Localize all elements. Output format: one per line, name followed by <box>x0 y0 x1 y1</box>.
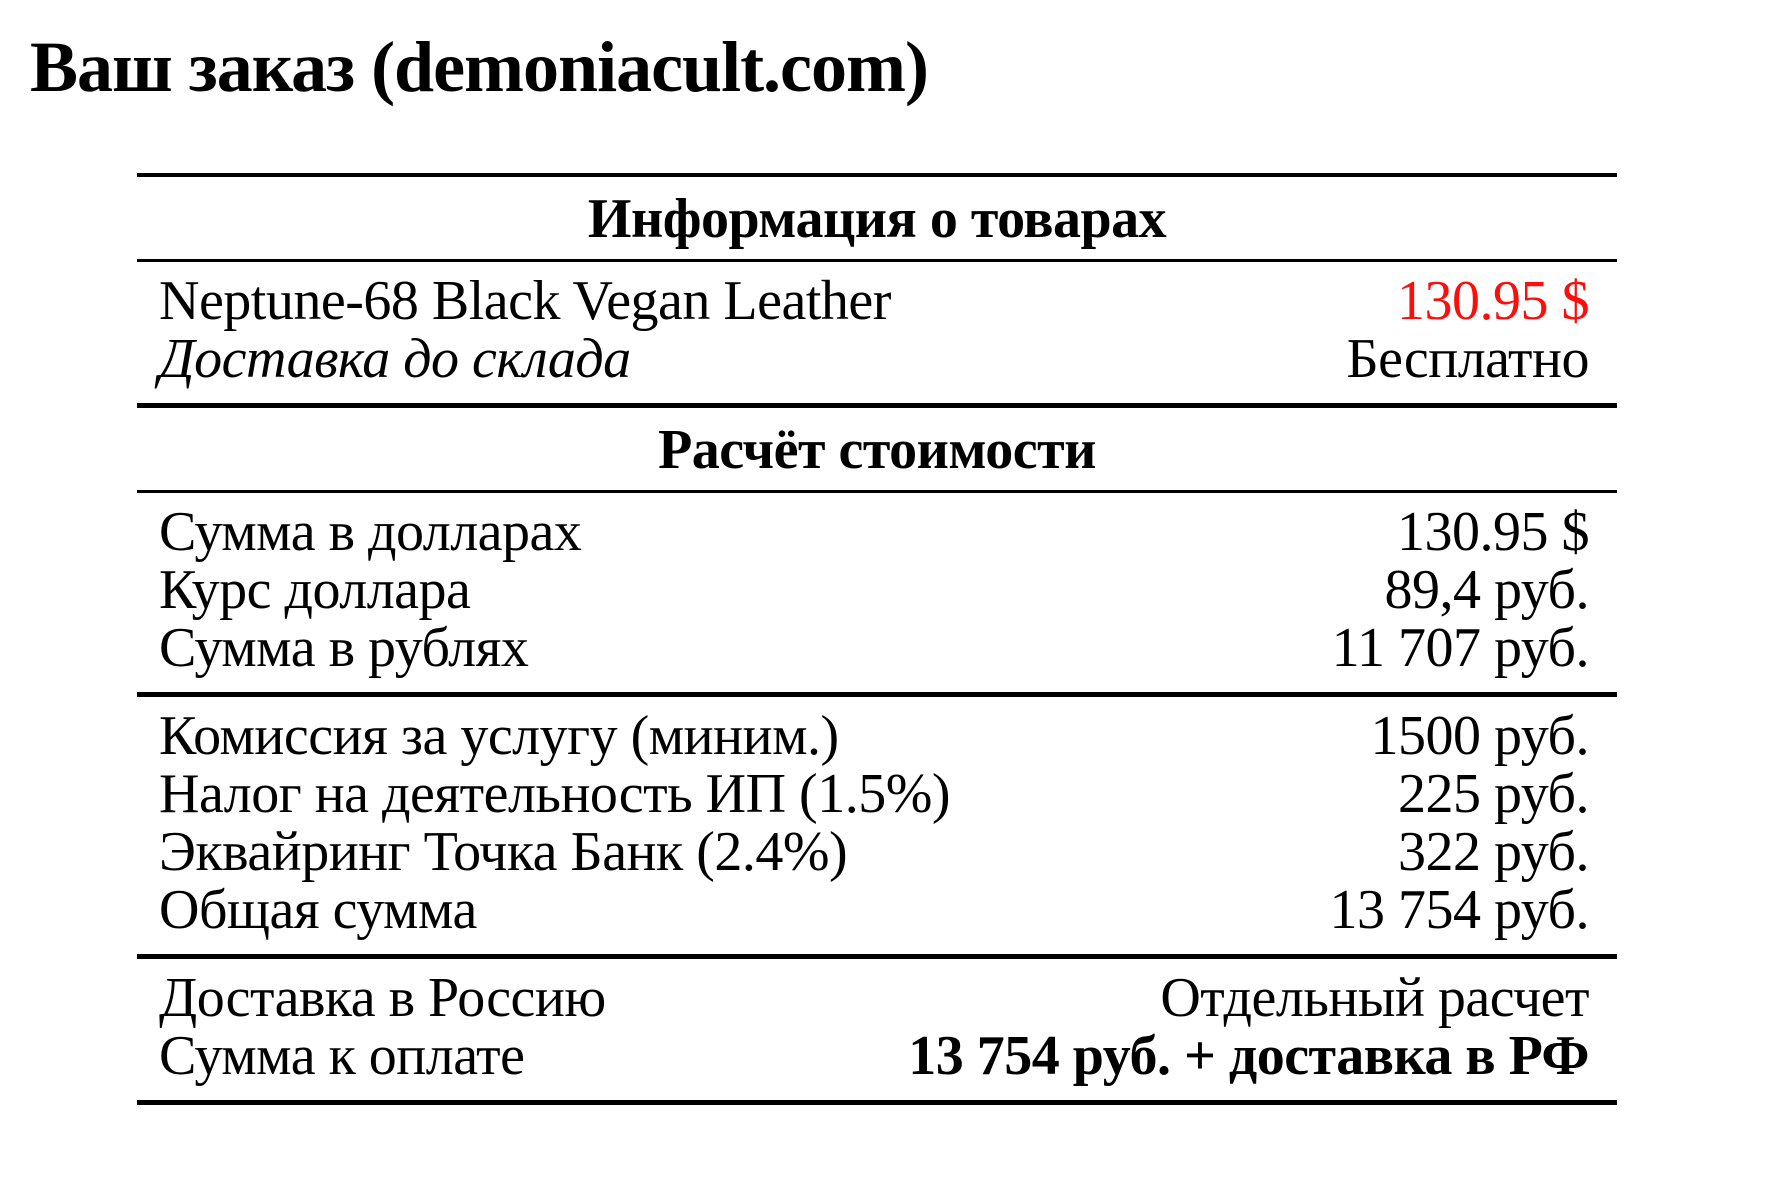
row-label: Курс доллара <box>159 559 471 621</box>
row-value: 225 руб. <box>1397 763 1590 825</box>
table-row: Neptune-68 Black Vegan Leather 130.95 $ <box>137 272 1617 330</box>
row-label: Общая сумма <box>159 879 477 941</box>
section-header-products: Информация о товарах <box>137 173 1617 259</box>
table-row: Сумма в долларах 130.95 $ <box>137 503 1617 561</box>
total-rows: Доставка в Россию Отдельный расчет Сумма к… <box>137 954 1617 1100</box>
order-summary-page: Ваш заказ (demoniacult.com) Информация о… <box>0 24 1775 1105</box>
section-header-cost-calculation: Расчёт стоимости <box>137 403 1617 490</box>
row-label: Налог на деятельность ИП (1.5%) <box>159 763 951 825</box>
page-title: Ваш заказ (demoniacult.com) <box>30 27 929 107</box>
row-value: 130.95 $ <box>1397 270 1590 332</box>
row-label: Доставка в Россию <box>159 967 606 1029</box>
table-row: Налог на деятельность ИП (1.5%) 225 руб. <box>137 765 1617 823</box>
row-label: Сумма в рублях <box>159 617 529 679</box>
row-value: Отдельный расчет <box>1160 967 1589 1029</box>
fees-rows: Комиссия за услугу (миним.) 1500 руб. Нало… <box>137 692 1617 954</box>
table-row: Курс доллара 89,4 руб. <box>137 561 1617 619</box>
row-value: 13 754 руб. <box>1329 879 1589 941</box>
row-label: Доставка до склада <box>159 328 631 390</box>
table-row: Сумма в рублях 11 707 руб. <box>137 619 1617 677</box>
table-row: Доставка до склада Бесплатно <box>137 330 1617 388</box>
row-value: 1500 руб. <box>1370 705 1589 767</box>
table-row: Доставка в Россию Отдельный расчет <box>137 969 1617 1027</box>
row-value: 89,4 руб. <box>1384 559 1589 621</box>
row-label: Эквайринг Точка Банк (2.4%) <box>159 821 848 883</box>
row-label: Комиссия за услугу (миним.) <box>159 705 839 767</box>
table-row: Общая сумма 13 754 руб. <box>137 881 1617 939</box>
order-table: Информация о товарах Neptune-68 Black Veg… <box>137 173 1617 1105</box>
row-value: 130.95 $ <box>1397 501 1590 563</box>
table-row: Сумма к оплате 13 754 руб. + доставка в Р… <box>137 1027 1617 1085</box>
row-label: Neptune-68 Black Vegan Leather <box>159 270 891 332</box>
table-row: Эквайринг Точка Банк (2.4%) 322 руб. <box>137 823 1617 881</box>
row-label: Сумма в долларах <box>159 501 582 563</box>
row-value: Бесплатно <box>1346 328 1589 390</box>
row-label: Сумма к оплате <box>159 1025 525 1087</box>
currency-conversion-rows: Сумма в долларах 130.95 $ Курс доллара 89,4… <box>137 490 1617 692</box>
table-row: Комиссия за услугу (миним.) 1500 руб. <box>137 707 1617 765</box>
product-rows: Neptune-68 Black Vegan Leather 130.95 $ До… <box>137 259 1617 403</box>
row-value: 11 707 руб. <box>1331 617 1590 679</box>
row-value: 13 754 руб. + доставка в РФ <box>908 1025 1589 1087</box>
row-value: 322 руб. <box>1397 821 1590 883</box>
